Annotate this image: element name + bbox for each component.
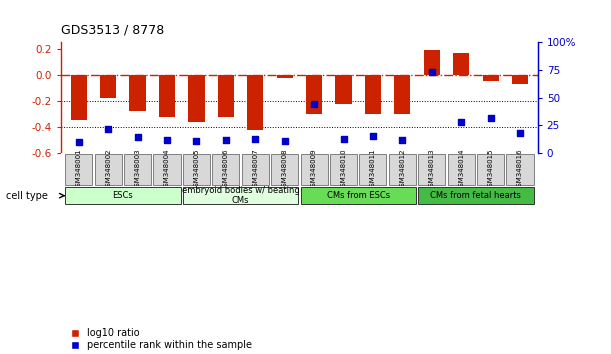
Point [368,133,378,139]
FancyBboxPatch shape [65,154,92,185]
Bar [188,75,205,122]
Point [338,136,348,141]
Text: GSM348003: GSM348003 [134,148,141,191]
FancyBboxPatch shape [301,187,416,204]
Text: CMs from ESCs: CMs from ESCs [327,191,390,200]
Text: GSM348010: GSM348010 [340,148,346,191]
Point [280,138,290,144]
Bar [159,75,175,116]
Text: GSM348013: GSM348013 [429,148,435,191]
Bar [365,75,381,114]
Bar [247,75,263,130]
Text: cell type: cell type [6,191,48,201]
Point [191,138,201,144]
FancyBboxPatch shape [507,154,533,185]
FancyBboxPatch shape [95,154,122,185]
FancyBboxPatch shape [477,154,504,185]
Text: GSM348008: GSM348008 [282,148,288,191]
FancyBboxPatch shape [183,154,210,185]
Text: GSM348007: GSM348007 [252,148,258,191]
FancyBboxPatch shape [419,154,445,185]
Text: GSM348016: GSM348016 [517,148,523,191]
FancyBboxPatch shape [359,154,387,185]
Bar [335,75,351,103]
Text: GDS3513 / 8778: GDS3513 / 8778 [61,24,164,36]
Point [486,115,496,120]
Text: GSM348002: GSM348002 [105,148,111,191]
Bar [71,75,87,120]
Bar [512,75,528,84]
Bar [130,75,145,111]
FancyBboxPatch shape [448,154,475,185]
Text: GSM348005: GSM348005 [194,148,199,191]
Point [427,69,437,75]
FancyBboxPatch shape [65,187,180,204]
Text: GSM348015: GSM348015 [488,148,494,191]
Legend: log10 ratio, percentile rank within the sample: log10 ratio, percentile rank within the … [61,324,256,354]
Point [221,137,231,142]
Text: GSM348001: GSM348001 [76,148,82,191]
Text: GSM348004: GSM348004 [164,148,170,191]
FancyBboxPatch shape [212,154,240,185]
Point [74,139,84,145]
Bar [306,75,322,114]
Point [103,126,113,131]
FancyBboxPatch shape [153,154,180,185]
FancyBboxPatch shape [419,187,533,204]
Text: GSM348006: GSM348006 [223,148,229,191]
Bar [453,53,469,75]
FancyBboxPatch shape [330,154,357,185]
Point [515,130,525,136]
Point [162,137,172,142]
Text: GSM348009: GSM348009 [311,148,317,191]
FancyBboxPatch shape [389,154,416,185]
Text: GSM348011: GSM348011 [370,148,376,191]
Point [456,119,466,125]
Text: GSM348012: GSM348012 [400,148,405,191]
Bar [100,75,116,98]
Point [251,136,260,141]
Text: GSM348014: GSM348014 [458,148,464,191]
Point [398,137,408,142]
FancyBboxPatch shape [242,154,269,185]
Text: CMs from fetal hearts: CMs from fetal hearts [431,191,521,200]
Bar [394,75,411,114]
Text: embryoid bodies w/ beating
CMs: embryoid bodies w/ beating CMs [181,186,299,205]
Text: ESCs: ESCs [112,191,133,200]
FancyBboxPatch shape [183,187,298,204]
FancyBboxPatch shape [271,154,298,185]
Bar [423,50,440,75]
Bar [277,75,293,78]
FancyBboxPatch shape [124,154,151,185]
Bar [218,75,234,116]
Point [133,135,142,140]
Point [309,102,319,107]
Bar [483,75,499,81]
FancyBboxPatch shape [301,154,327,185]
